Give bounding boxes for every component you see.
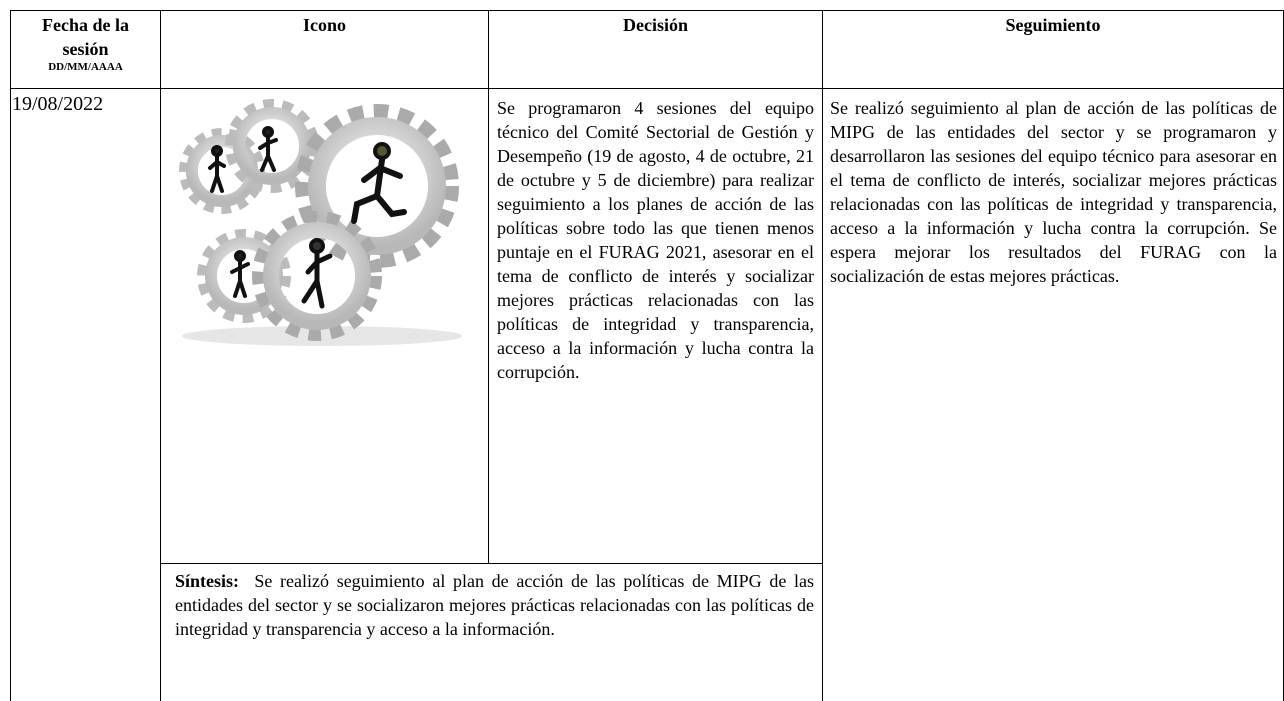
row-decision: Se programaron 4 sesiones del equipo téc… xyxy=(497,98,814,382)
rule xyxy=(10,10,1284,11)
synthesis-label: Síntesis: xyxy=(175,571,240,591)
header-decision: Decisión xyxy=(623,15,688,35)
synthesis-text: Se realizó seguimiento al plan de acción… xyxy=(175,571,815,639)
synthesis: Síntesis: Se realizó seguimiento al plan… xyxy=(161,569,822,641)
row-follow-up: Se realizó seguimiento al plan de acción… xyxy=(830,98,1277,286)
header-follow-up: Seguimiento xyxy=(1005,15,1101,35)
rule xyxy=(488,10,489,563)
icon-image xyxy=(172,96,467,348)
rule xyxy=(10,10,11,701)
header-icon: Icono xyxy=(302,15,346,35)
header-date: Fecha de la sesión xyxy=(42,15,129,59)
rule xyxy=(10,88,1284,89)
rule xyxy=(822,10,823,701)
row-date: 19/08/2022 xyxy=(12,93,104,115)
header-date-format: DD/MM/AAAA xyxy=(48,61,123,73)
rule xyxy=(160,563,822,564)
rule xyxy=(160,10,161,701)
header-date-cell: Fecha de la sesión DD/MM/AAAA xyxy=(11,11,160,75)
